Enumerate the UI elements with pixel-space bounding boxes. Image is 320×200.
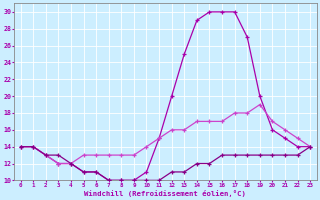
X-axis label: Windchill (Refroidissement éolien,°C): Windchill (Refroidissement éolien,°C) bbox=[84, 190, 246, 197]
